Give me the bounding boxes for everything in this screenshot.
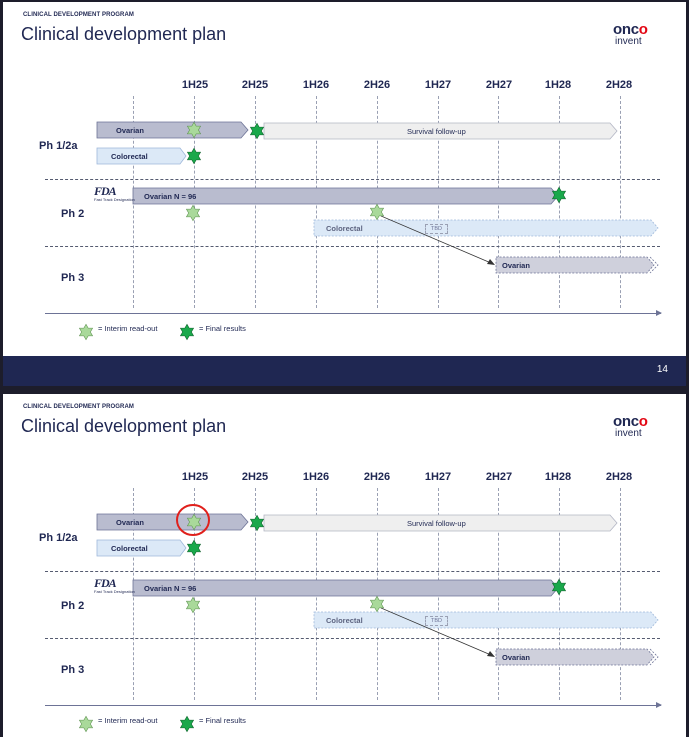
grid-line (498, 96, 499, 308)
grid-line (377, 96, 378, 308)
star-final (249, 122, 265, 140)
period-2H27: 2H27 (485, 471, 513, 483)
grid-line (255, 488, 256, 700)
period-1H25: 1H25 (181, 471, 209, 483)
phase-label-ph1: Ph 1/2a (39, 140, 78, 152)
phase-separator (45, 246, 660, 247)
bar-label-ph2-ovarian: Ovarian N = 96 (144, 192, 197, 201)
logo-text-a: onc (613, 21, 639, 38)
bar-label-ph1-colorectal: Colorectal (111, 152, 148, 161)
period-2H25: 2H25 (241, 471, 269, 483)
bar-ph3-chevron (649, 256, 659, 274)
grid-line (316, 96, 317, 308)
phase-label-ph2: Ph 2 (61, 600, 85, 612)
section-kicker: CLINICAL DEVELOPMENT PROGRAM (23, 12, 135, 18)
phase-separator (45, 638, 660, 639)
bar-label-ph3-ovarian: Ovarian (502, 653, 530, 662)
slide-title: Clinical development plan (21, 416, 227, 436)
fda-fast-track-logo: FDA Fast Track Designation (94, 576, 135, 601)
bar-label-ph3-ovarian: Ovarian (502, 261, 530, 270)
section-kicker: CLINICAL DEVELOPMENT PROGRAM (23, 404, 135, 410)
bar-ph3-chevron (649, 648, 659, 666)
star-interim (185, 204, 201, 222)
tbd-badge: TBD (425, 616, 448, 626)
bar-label-ph2-colorectal: Colorectal (326, 224, 363, 233)
logo-subtext: invent (615, 428, 642, 439)
slide-2: CLINICAL DEVELOPMENT PROGRAM Clinical de… (3, 394, 686, 737)
legend-interim-label: = Interim read-out (98, 324, 158, 333)
bar-label-ph1-ovarian: Ovarian (116, 126, 144, 135)
period-2H28: 2H28 (605, 79, 633, 91)
page-number: 14 (656, 364, 668, 375)
grid-line (498, 488, 499, 700)
grid-line (255, 96, 256, 308)
grid-line (620, 488, 621, 700)
fda-logo-text: FDA (94, 576, 117, 590)
bar-label-ph1-colorectal: Colorectal (111, 544, 148, 553)
period-2H27: 2H27 (485, 79, 513, 91)
period-2H28: 2H28 (605, 471, 633, 483)
period-1H28: 1H28 (544, 471, 572, 483)
slide-1: CLINICAL DEVELOPMENT PROGRAM Clinical de… (3, 2, 686, 356)
legend-star-final (179, 323, 195, 341)
bar-label-ph2-ovarian: Ovarian N = 96 (144, 584, 197, 593)
fda-logo-text: FDA (94, 184, 117, 198)
grid-line (316, 488, 317, 700)
phase-separator (45, 179, 660, 180)
slide-footer-bar: 14 (3, 356, 686, 386)
period-1H27: 1H27 (424, 79, 452, 91)
logo-text-b: o (638, 413, 648, 430)
logo-text-a: onc (613, 413, 639, 430)
bar-label-ph1-ovarian: Ovarian (116, 518, 144, 527)
grid-line (559, 96, 560, 308)
period-1H26: 1H26 (302, 471, 330, 483)
period-1H27: 1H27 (424, 471, 452, 483)
company-logo: onco invent (613, 414, 663, 444)
legend-star-interim (78, 715, 94, 733)
grid-line (620, 96, 621, 308)
transition-arrowhead (487, 651, 495, 657)
phase-label-ph2: Ph 2 (61, 208, 85, 220)
tbd-badge: TBD (425, 224, 448, 234)
logo-text-b: o (638, 21, 648, 38)
legend-interim-label: = Interim read-out (98, 716, 158, 725)
legend-star-interim (78, 323, 94, 341)
star-interim (185, 596, 201, 614)
grid-line (194, 96, 195, 308)
slide-title: Clinical development plan (21, 24, 227, 44)
phase-label-ph1: Ph 1/2a (39, 532, 78, 544)
bar-ph2-colorectal (313, 611, 659, 629)
legend-star-final (179, 715, 195, 733)
period-2H26: 2H26 (363, 79, 391, 91)
grid-line (377, 488, 378, 700)
grid-line (559, 488, 560, 700)
fda-caption: Fast Track Designation (94, 197, 135, 202)
period-2H25: 2H25 (241, 79, 269, 91)
star-final (249, 514, 265, 532)
fda-caption: Fast Track Designation (94, 589, 135, 594)
bar-label-ph2-colorectal: Colorectal (326, 616, 363, 625)
period-2H26: 2H26 (363, 471, 391, 483)
phase-label-ph3: Ph 3 (61, 272, 85, 284)
bar-label-ph1-followup: Survival follow-up (407, 519, 466, 528)
bar-ph2-ovarian (132, 187, 559, 205)
time-axis (45, 702, 662, 708)
highlight-circle (176, 504, 210, 536)
grid-line (194, 488, 195, 700)
company-logo: onco invent (613, 22, 663, 52)
transition-arrowhead (487, 259, 495, 265)
phase-separator (45, 571, 660, 572)
period-1H25: 1H25 (181, 79, 209, 91)
fda-fast-track-logo: FDA Fast Track Designation (94, 184, 135, 209)
legend-final-label: = Final results (199, 716, 246, 725)
time-axis (45, 310, 662, 316)
period-1H26: 1H26 (302, 79, 330, 91)
logo-subtext: invent (615, 36, 642, 47)
period-1H28: 1H28 (544, 79, 572, 91)
legend-final-label: = Final results (199, 324, 246, 333)
bar-ph2-colorectal (313, 219, 659, 237)
bar-label-ph1-followup: Survival follow-up (407, 127, 466, 136)
phase-label-ph3: Ph 3 (61, 664, 85, 676)
bar-ph2-ovarian (132, 579, 559, 597)
